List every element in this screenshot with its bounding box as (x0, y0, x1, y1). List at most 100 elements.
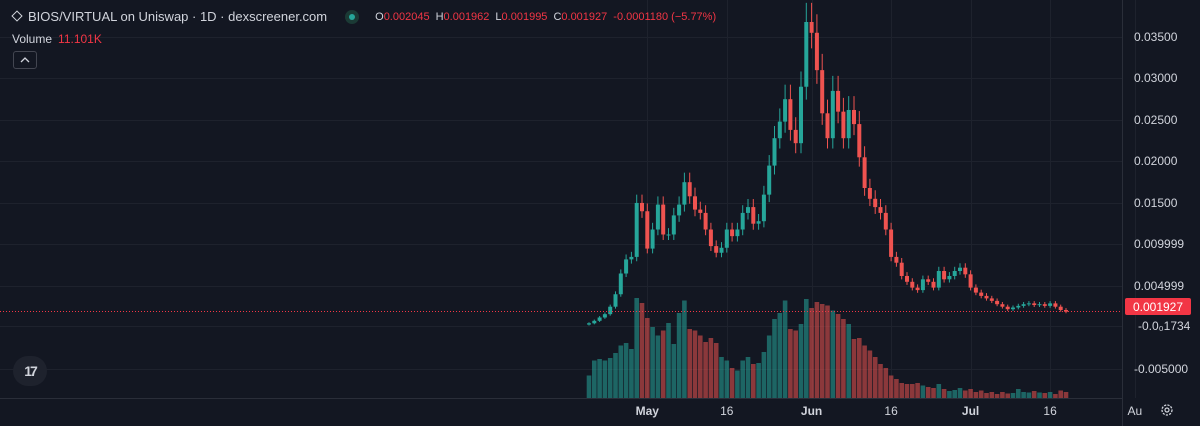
candle (608, 304, 613, 316)
candle-body (1011, 307, 1015, 310)
volume-bar (793, 330, 798, 398)
candle (1005, 304, 1010, 311)
volume-bar (1042, 393, 1048, 398)
price-axis-tick: 0.004999 (1134, 278, 1185, 293)
candle-body (846, 109, 851, 139)
candle (708, 222, 713, 252)
close-value: 0.001927 (561, 10, 608, 23)
volume-bar (825, 305, 830, 398)
volume-bar (1058, 390, 1063, 398)
candle-body (867, 188, 872, 199)
low-label: L (495, 10, 502, 23)
volume-bar (830, 310, 836, 398)
candle (730, 222, 735, 242)
volume-bar (814, 302, 820, 398)
candle (740, 205, 745, 236)
volume-bar (798, 324, 804, 398)
volume-bar (1063, 392, 1069, 398)
candle (799, 71, 803, 154)
volume-bar (841, 319, 846, 398)
candle-body (597, 317, 602, 321)
volume-bar (851, 339, 857, 398)
volume-bar (857, 338, 862, 398)
collapse-legend-button[interactable] (13, 51, 37, 69)
volume-bar (931, 388, 936, 398)
candle (958, 263, 962, 275)
volume-bar (862, 345, 867, 398)
low-value: 0.001995 (501, 10, 548, 23)
volume-bar (735, 370, 740, 398)
candle-body (788, 99, 793, 130)
candle (1032, 301, 1037, 307)
volume-bar (650, 327, 655, 398)
candle-body (693, 196, 697, 210)
candle-body (899, 262, 904, 276)
volume-bar (936, 384, 942, 398)
volume-bar (1005, 393, 1010, 398)
candle (1048, 301, 1053, 308)
candle (671, 207, 676, 240)
candle-body (730, 229, 735, 237)
candle (655, 196, 660, 236)
candle (783, 84, 788, 133)
volume-bar (835, 314, 841, 398)
time-axis-tick: Jul (961, 404, 980, 418)
candle-body (830, 90, 835, 139)
candle (968, 270, 973, 291)
candle (899, 257, 904, 280)
candle-body (724, 229, 729, 248)
volume-bar (782, 300, 788, 398)
candle (666, 228, 671, 240)
candle (894, 251, 899, 267)
volume-bar (772, 319, 777, 398)
volume-bar (761, 352, 767, 398)
candle (873, 190, 878, 214)
symbol-title[interactable]: BIOS/VIRTUAL on Uniswap · 1D · dexscreen… (28, 9, 328, 24)
candle (857, 111, 862, 167)
candle (735, 222, 740, 242)
chart-legend: BIOS/VIRTUAL on Uniswap · 1D · dexscreen… (12, 9, 716, 24)
candle (825, 99, 830, 149)
candle (820, 53, 825, 125)
volume-bar (777, 313, 783, 398)
time-axis-tick: 16 (884, 404, 898, 418)
candle-body (640, 202, 644, 212)
candle-body (936, 271, 941, 288)
tradingview-logo-icon[interactable]: 17 (13, 356, 47, 386)
candle (979, 289, 984, 299)
candle (661, 196, 666, 240)
volume-bar (809, 308, 814, 398)
volume-bar (968, 389, 973, 398)
candle (878, 199, 883, 220)
change-value: -0.0001180 (−5.77%) (613, 10, 717, 23)
candle (1053, 301, 1058, 309)
candle (772, 126, 777, 175)
candle (989, 295, 994, 304)
candle-body (894, 256, 899, 263)
volume-bar (1021, 392, 1026, 398)
gear-icon[interactable] (1160, 403, 1174, 417)
candle-body (958, 267, 962, 272)
candle-body (708, 229, 713, 247)
candle-body (1037, 304, 1042, 306)
candle (920, 275, 925, 293)
candle-body (799, 86, 803, 144)
candle (788, 84, 793, 141)
candle-body (645, 211, 650, 249)
volume-bar (915, 383, 920, 398)
volume-bar (1016, 389, 1021, 398)
candle (1011, 305, 1015, 311)
volume-bar (1053, 394, 1058, 398)
candle-body (1000, 304, 1005, 307)
live-dot-icon (345, 9, 360, 24)
candle (809, 2, 814, 49)
candle-body (613, 294, 618, 307)
volume-bar (1031, 391, 1037, 398)
volume-bar (660, 330, 666, 398)
volume-bar (1000, 392, 1005, 398)
candle-body (910, 281, 915, 288)
candle (777, 108, 782, 149)
volume-bar (751, 364, 756, 398)
candle (629, 251, 634, 264)
